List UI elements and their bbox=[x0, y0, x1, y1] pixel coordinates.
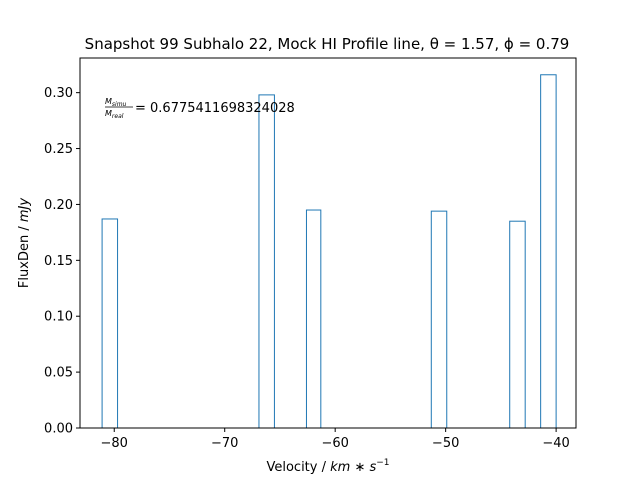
bars-group bbox=[101, 74, 557, 429]
x-tick-label: −70 bbox=[211, 436, 238, 451]
bar-5 bbox=[509, 220, 526, 429]
y-tick-label: 0.00 bbox=[44, 422, 73, 437]
bar-6 bbox=[540, 74, 557, 429]
x-tick-label: −40 bbox=[542, 436, 569, 451]
x-tick-label: −80 bbox=[101, 436, 128, 451]
annotation-numerator-sub: simu bbox=[112, 101, 127, 108]
svg-text:Msimu: Msimu bbox=[105, 97, 127, 108]
x-axis-label: Velocity / km ∗ s−1 bbox=[266, 458, 389, 475]
annotation-value: = 0.6775411698324028 bbox=[135, 101, 295, 116]
bar-4 bbox=[430, 210, 448, 429]
mass-ratio-annotation: Msimu Mreal = 0.6775411698324028 bbox=[105, 97, 295, 120]
y-axis-ticks: 0.00 0.05 0.10 0.15 0.20 0.25 0.30 bbox=[44, 86, 80, 437]
bar-2 bbox=[258, 94, 275, 429]
annotation-denominator: M bbox=[105, 109, 112, 118]
y-axis-label: FluxDen / mJy bbox=[17, 198, 32, 288]
chart-title: Snapshot 99 Subhalo 22, Mock HI Profile … bbox=[85, 35, 570, 53]
y-tick-label: 0.05 bbox=[44, 366, 73, 381]
x-axis-ticks: −80 −70 −60 −50 −40 bbox=[101, 428, 570, 451]
x-tick-label: −50 bbox=[432, 436, 459, 451]
annotation-denominator-sub: real bbox=[112, 113, 124, 120]
y-tick-label: 0.30 bbox=[44, 86, 73, 101]
y-tick-label: 0.25 bbox=[44, 142, 73, 157]
bar-1 bbox=[101, 218, 119, 429]
annotation-numerator: M bbox=[105, 97, 112, 106]
bar-3 bbox=[305, 209, 322, 429]
y-tick-label: 0.15 bbox=[44, 254, 73, 269]
plot-frame bbox=[79, 57, 577, 429]
y-tick-label: 0.20 bbox=[44, 198, 73, 213]
y-tick-label: 0.10 bbox=[44, 310, 73, 325]
svg-text:Mreal: Mreal bbox=[105, 109, 124, 120]
x-tick-label: −60 bbox=[321, 436, 348, 451]
